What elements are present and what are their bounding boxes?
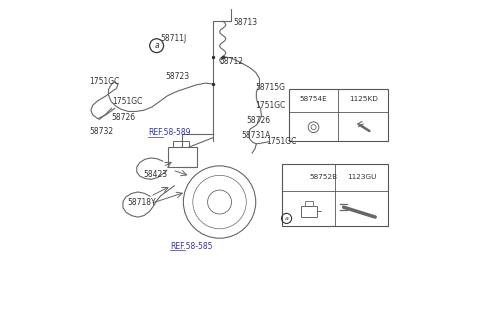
Text: REF.58-585: REF.58-585 xyxy=(170,242,213,251)
Text: 58713: 58713 xyxy=(233,18,257,27)
Text: 1751GC: 1751GC xyxy=(113,98,143,106)
Text: 58718Y: 58718Y xyxy=(128,198,156,207)
Text: 58726: 58726 xyxy=(111,112,135,122)
Text: 58711J: 58711J xyxy=(160,34,187,43)
Text: 58752B: 58752B xyxy=(309,173,337,179)
Bar xyxy=(173,141,189,147)
Text: 58423: 58423 xyxy=(144,170,168,179)
Text: 58712: 58712 xyxy=(219,57,243,66)
Text: 58731A: 58731A xyxy=(241,131,270,140)
Text: REF.58-589: REF.58-589 xyxy=(148,128,191,137)
Text: 1751GC: 1751GC xyxy=(90,77,120,86)
Text: 58754E: 58754E xyxy=(300,96,327,102)
Bar xyxy=(168,147,197,167)
Text: a: a xyxy=(154,41,159,50)
Text: 58715G: 58715G xyxy=(255,83,285,92)
Bar xyxy=(289,89,388,141)
Text: 58732: 58732 xyxy=(90,127,114,136)
Bar xyxy=(305,201,313,206)
Text: 58723: 58723 xyxy=(166,72,190,81)
Text: 1751GC: 1751GC xyxy=(266,137,296,146)
Text: 1125KD: 1125KD xyxy=(348,96,378,102)
Bar xyxy=(282,164,388,226)
Text: a: a xyxy=(285,216,288,221)
Text: 1751GC: 1751GC xyxy=(255,100,286,110)
Bar xyxy=(301,206,316,217)
Text: 1123GU: 1123GU xyxy=(347,173,376,179)
Text: 58726: 58726 xyxy=(246,116,270,125)
